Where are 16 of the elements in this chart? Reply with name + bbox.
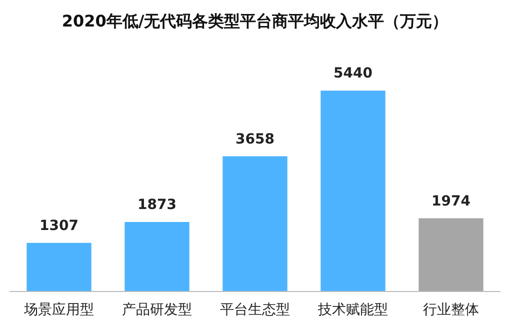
data-label: 3658 [236, 131, 274, 148]
x-tick-label: 平台生态型 [220, 302, 290, 318]
data-label: 5440 [334, 66, 373, 82]
data-label: 1873 [138, 197, 176, 214]
x-tick-label: 技术赋能型 [317, 302, 388, 318]
x-tick-label: 行业整体 [423, 302, 479, 318]
x-tick-label: 场景应用型 [23, 302, 94, 318]
bar [124, 222, 190, 291]
bar [26, 242, 92, 291]
data-label: 1974 [432, 193, 471, 210]
bar [320, 90, 386, 291]
bar [418, 218, 484, 291]
data-label: 1307 [40, 218, 78, 234]
bar [222, 156, 288, 291]
chart-title: 2020年低/无代码各类型平台商平均收入水平（万元） [62, 12, 448, 30]
x-tick-label: 产品研发型 [122, 302, 192, 318]
